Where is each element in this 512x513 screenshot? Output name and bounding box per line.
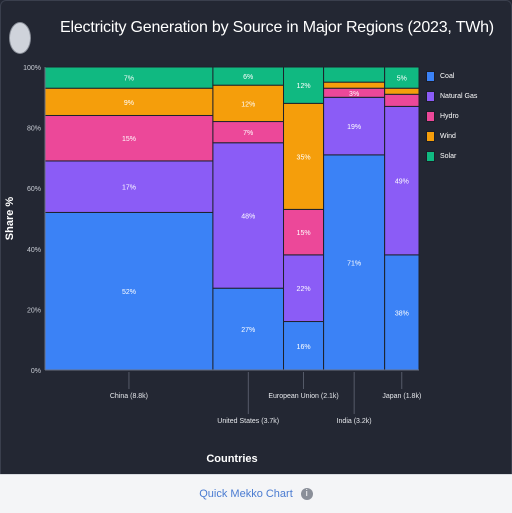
segment-hydro (384, 93, 420, 107)
segment-wind (212, 84, 285, 123)
segment-hydro (44, 114, 214, 162)
legend-item[interactable]: Hydro (426, 106, 477, 126)
segment-label: 35% (297, 154, 311, 161)
category-label: China (8.8k) (110, 393, 148, 400)
segment-label: 15% (122, 136, 136, 143)
segment-label: 5% (397, 76, 407, 83)
segment-solar (323, 66, 386, 83)
legend-swatch (426, 90, 435, 102)
legend-item[interactable]: Wind (426, 126, 477, 146)
mekko-chart: 0% 20% 40% 60% 80% 100% Share % Countries 52% 17%… (4, 65, 421, 465)
legend-label: Natural Gas (440, 92, 478, 100)
legend-item[interactable]: Coal (426, 66, 477, 86)
y-axis-title: Share % (4, 197, 16, 241)
category-label: European Union (2.1k) (268, 393, 338, 400)
chart-legend: Coal Natural Gas Hydro Wind Solar (426, 66, 477, 166)
segment-label: 16% (297, 344, 311, 351)
segment-natural-gas (212, 142, 285, 289)
y-tick-label: 40% (27, 247, 41, 254)
legend-item[interactable]: Solar (426, 146, 477, 166)
category-label: United States (3.7k) (217, 418, 279, 425)
y-tick-label: 20% (27, 307, 41, 314)
legend-swatch (426, 130, 435, 142)
segment-wind (44, 87, 214, 116)
segment-label: 9% (124, 100, 134, 107)
legend-label: Hydro (440, 112, 459, 120)
x-axis-title: Countries (206, 453, 257, 465)
category-label: Japan (1.8k) (382, 393, 421, 400)
avatar[interactable] (9, 22, 31, 54)
segment-wind (384, 87, 420, 95)
segment-label: 17% (122, 185, 136, 192)
segment-label: 7% (124, 76, 134, 83)
legend-label: Wind (440, 132, 456, 140)
legend-swatch (426, 70, 435, 82)
segment-label: 12% (241, 101, 255, 108)
legend-swatch (426, 150, 435, 162)
segment-label: 19% (347, 124, 361, 131)
chart-title: Electricity Generation by Source in Majo… (60, 19, 494, 36)
quick-mekko-chart-link[interactable]: Quick Mekko Chart (199, 488, 293, 500)
segment-label: 38% (395, 310, 409, 317)
chart-footer: Quick Mekko Chart i (0, 474, 512, 513)
segment-label: 48% (241, 213, 255, 220)
segment-coal (384, 254, 420, 371)
info-icon[interactable]: i (300, 488, 313, 500)
legend-label: Solar (440, 152, 457, 160)
segment-label: 6% (243, 74, 253, 81)
segment-wind (323, 81, 386, 89)
segment-natural-gas (384, 105, 420, 256)
legend-swatch (426, 110, 435, 122)
legend-item[interactable]: Natural Gas (426, 86, 477, 106)
y-tick-label: 0% (31, 368, 41, 375)
segment-solar (384, 66, 420, 89)
segment-coal (212, 287, 285, 371)
segment-natural-gas (323, 96, 386, 156)
y-tick-label: 80% (27, 126, 41, 133)
category-label: India (3.2k) (337, 418, 372, 425)
segment-solar (283, 66, 325, 104)
legend-label: Coal (440, 72, 455, 80)
segment-label: 7% (243, 130, 253, 137)
segment-label: 27% (241, 327, 255, 334)
segment-label: 49% (395, 179, 409, 186)
segment-wind (283, 102, 325, 210)
segment-label: 22% (297, 286, 311, 293)
y-tick-label: 100% (23, 65, 41, 72)
segment-label: 71% (347, 260, 361, 267)
segment-label: 12% (297, 83, 311, 90)
segment-label: 15% (297, 230, 311, 237)
segment-label: 52% (122, 289, 136, 296)
segment-coal (323, 154, 386, 371)
segment-label: 3% (349, 91, 359, 98)
y-tick-label: 60% (27, 186, 41, 193)
